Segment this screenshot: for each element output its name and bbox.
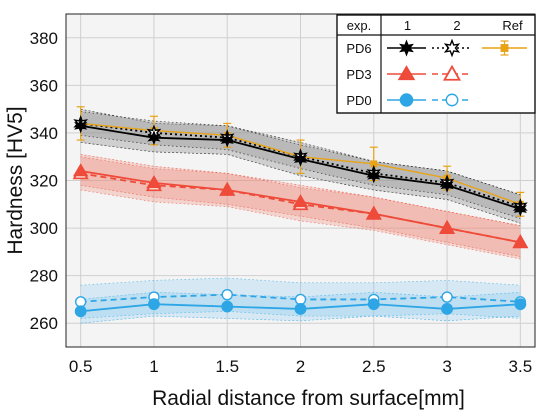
x-tick-label: 1.5 <box>215 357 239 376</box>
data-point <box>367 298 380 311</box>
data-point <box>146 175 162 189</box>
data-point <box>439 220 455 234</box>
x-axis-title: Radial distance from surface[mm] <box>152 387 465 410</box>
band-lower-edge <box>80 134 521 219</box>
legend-header-label: 1 <box>404 18 411 33</box>
band-lower-edge <box>80 310 521 319</box>
band-lower-edge <box>80 142 521 224</box>
data-point <box>219 182 235 196</box>
data-point <box>148 298 160 311</box>
y-tick-label: 360 <box>30 76 58 95</box>
legend-marker <box>445 93 459 107</box>
legend-box <box>336 14 536 114</box>
data-point <box>293 151 308 167</box>
y-tick-label: 340 <box>30 124 58 143</box>
legend-marker <box>397 65 416 81</box>
data-point <box>220 132 234 148</box>
x-tick-label: 3 <box>442 357 451 376</box>
plot-frame <box>65 13 536 348</box>
x-tick-label: 0.5 <box>69 357 93 376</box>
data-point <box>514 298 527 311</box>
x-tick-labels: 0.5 1 1.5 2 2.5 3 3.5 <box>69 357 532 376</box>
data-point <box>221 300 234 313</box>
legend-row-label: PD0 <box>346 93 371 108</box>
y-tick-labels: 260 280 300 320 340 360 380 <box>30 29 58 333</box>
data-point <box>441 303 453 315</box>
x-tick-label: 2 <box>296 357 305 376</box>
data-point <box>74 305 87 318</box>
legend-marker <box>399 93 414 107</box>
data-point <box>512 234 529 248</box>
data-point <box>74 118 88 134</box>
legend-row-label: PD6 <box>346 41 371 56</box>
band-upper-edge <box>80 277 521 286</box>
x-tick-label: 1 <box>149 357 158 376</box>
y-axis-title: Hardness [HV5] <box>4 106 27 254</box>
data-point <box>292 194 309 208</box>
legend-row-label: PD3 <box>346 67 371 82</box>
data-point <box>74 296 87 308</box>
data-point <box>221 288 233 301</box>
y-tick-label: 320 <box>30 172 58 191</box>
data-point <box>147 130 161 146</box>
y-tick-label: 280 <box>30 267 58 286</box>
x-tick-label: 3.5 <box>509 357 533 376</box>
y-tick-label: 260 <box>30 314 58 333</box>
data-point <box>366 206 382 220</box>
legend-marker <box>443 38 461 58</box>
y-tick-label: 380 <box>30 29 58 48</box>
x-tick-label: 2.5 <box>362 357 386 376</box>
y-tick-label: 300 <box>30 219 58 238</box>
data-point <box>294 293 307 306</box>
legend-marker <box>399 39 414 57</box>
legend-header-label: 2 <box>453 18 460 33</box>
data-point <box>294 303 307 315</box>
data-point <box>441 291 453 303</box>
data-markers <box>72 114 529 318</box>
data-point <box>367 168 381 184</box>
legend: exp. 1 2 Ref PD6 PD3 PD0 <box>336 14 536 114</box>
legend-header-label: Ref <box>502 18 523 33</box>
band-lower-edge <box>80 315 521 324</box>
legend-marker <box>442 64 462 81</box>
data-point <box>72 163 89 177</box>
legend-header-label: exp. <box>347 18 372 33</box>
data-point <box>440 177 454 193</box>
legend-marker <box>500 44 509 52</box>
data-point <box>513 201 527 217</box>
